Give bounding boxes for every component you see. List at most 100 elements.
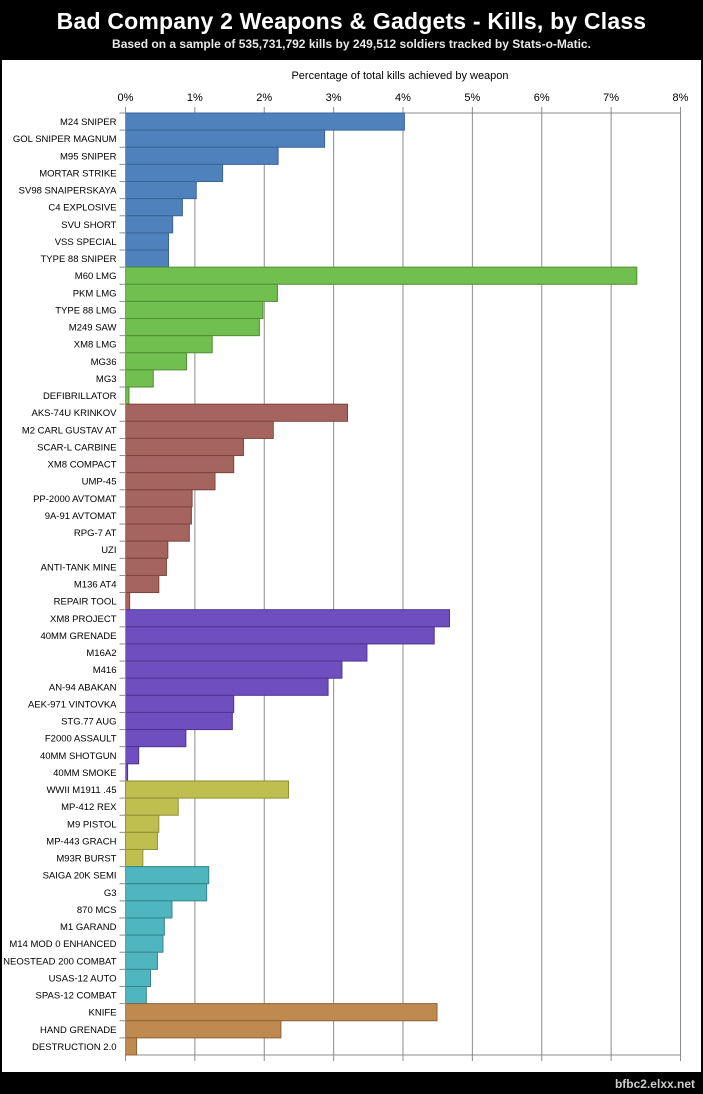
category-label: XM8 PROJECT <box>50 614 117 625</box>
category-label: MG36 <box>91 357 117 368</box>
category-label: 40MM SHOTGUN <box>40 751 117 762</box>
category-label: PKM LMG <box>73 288 117 299</box>
category-label: MORTAR STRIKE <box>39 168 116 179</box>
category-label: M95 SNIPER <box>60 151 117 162</box>
bar <box>125 900 173 919</box>
category-label: VSS SPECIAL <box>55 237 117 248</box>
category-label: NEOSTEAD 200 COMBAT <box>3 956 117 967</box>
bar <box>125 814 160 833</box>
x-tick-label: 3% <box>326 92 342 104</box>
category-label: KNIFE <box>89 1008 117 1019</box>
chart-subtitle: Based on a sample of 535,731,792 kills b… <box>112 37 591 51</box>
category-label: XM8 COMPACT <box>48 460 117 471</box>
category-label: M2 CARL GUSTAV AT <box>22 425 117 436</box>
bar <box>125 489 193 508</box>
x-tick-label: 8% <box>673 92 689 104</box>
category-label: RPG-7 AT <box>74 528 117 539</box>
bar <box>125 523 190 542</box>
bar <box>125 232 170 251</box>
category-label: AKS-74U KRINKOV <box>32 408 118 419</box>
bar <box>125 985 147 1005</box>
bar <box>125 283 278 302</box>
x-tick-label: 7% <box>603 92 619 104</box>
category-label: AEK-971 VINTOVKA <box>28 699 117 710</box>
category-label: SPAS-12 COMBAT <box>36 991 117 1002</box>
chart-title: Bad Company 2 Weapons & Gadgets - Kills,… <box>56 8 647 34</box>
bar <box>125 112 405 131</box>
category-label: SCAR-L CARBINE <box>37 442 116 453</box>
category-label: M1 GARAND <box>60 922 117 933</box>
bar <box>125 626 435 645</box>
site-credit: bfbc2.elxx.net <box>614 1077 695 1091</box>
bar <box>125 609 450 628</box>
bar <box>125 951 158 970</box>
bar <box>125 1020 282 1039</box>
bar <box>125 472 216 491</box>
category-label: USAS-12 AUTO <box>49 973 117 984</box>
bar <box>125 848 144 868</box>
bar <box>125 181 197 200</box>
bar <box>125 729 187 748</box>
category-label: 9A-91 AVTOMAT <box>45 511 117 522</box>
category-label: ANTI-TANK MINE <box>41 562 117 573</box>
category-label: M416 <box>93 665 117 676</box>
bar <box>125 643 368 662</box>
bar <box>125 506 192 525</box>
category-label: 40MM GRENADE <box>40 631 116 642</box>
bar <box>125 318 260 337</box>
category-label: M93R BURST <box>56 854 116 865</box>
category-label: AN-94 ABAKAN <box>49 682 117 693</box>
category-label: SV98 SNAIPERSKAYA <box>19 186 118 197</box>
x-axis-title: Percentage of total kills achieved by we… <box>291 70 508 82</box>
category-label: TYPE 88 LMG <box>55 305 116 316</box>
bar <box>125 335 213 354</box>
bar <box>125 266 638 285</box>
x-tick-label: 4% <box>395 92 411 104</box>
category-label: UMP-45 <box>82 477 117 488</box>
category-label: STG.77 AUG <box>61 717 116 728</box>
category-label: M9 PISTOL <box>67 819 116 830</box>
bar <box>125 369 154 388</box>
bar <box>125 574 160 594</box>
bar <box>125 215 174 234</box>
category-label: UZI <box>101 545 116 556</box>
category-label: MP-443 GRACH <box>46 836 116 847</box>
x-tick-label: 5% <box>464 92 480 104</box>
bar <box>125 711 233 731</box>
category-label: PP-2000 AVTOMAT <box>33 494 117 505</box>
category-label: F2000 ASSAULT <box>45 734 117 745</box>
bar <box>125 146 279 165</box>
category-label: M16A2 <box>86 648 116 659</box>
category-label: MG3 <box>96 374 117 385</box>
category-label: REPAIR TOOL <box>54 597 117 608</box>
bar <box>125 968 151 987</box>
category-label: TYPE 88 SNIPER <box>40 254 116 265</box>
chart-panel: Percentage of total kills achieved by we… <box>2 60 701 1072</box>
bar <box>125 883 208 902</box>
bar <box>125 163 224 183</box>
x-tick-label: 6% <box>534 92 550 104</box>
bar-chart: Percentage of total kills achieved by we… <box>3 70 689 1061</box>
chart-header: Bad Company 2 Weapons & Gadgets - Kills,… <box>0 0 703 60</box>
bar <box>125 917 165 936</box>
category-label: SAIGA 20K SEMI <box>43 871 117 882</box>
bar <box>125 746 140 765</box>
bar <box>125 694 235 713</box>
category-label: XM8 LMG <box>74 340 117 351</box>
category-label: M136 AT4 <box>74 580 117 591</box>
category-label: GOL SNIPER MAGNUM <box>13 134 117 145</box>
bar <box>125 386 130 405</box>
bar <box>125 352 188 371</box>
bar <box>125 677 329 696</box>
bar <box>125 198 183 217</box>
bar <box>125 403 348 422</box>
category-label: SVU SHORT <box>61 220 116 231</box>
bar <box>125 300 264 320</box>
bar <box>125 660 343 679</box>
bar <box>125 455 235 474</box>
category-label: DESTRUCTION 2.0 <box>32 1042 116 1053</box>
category-label: M60 LMG <box>75 271 117 282</box>
bar <box>125 1003 438 1022</box>
category-label: M24 SNIPER <box>60 117 117 128</box>
category-label: G3 <box>104 888 117 899</box>
